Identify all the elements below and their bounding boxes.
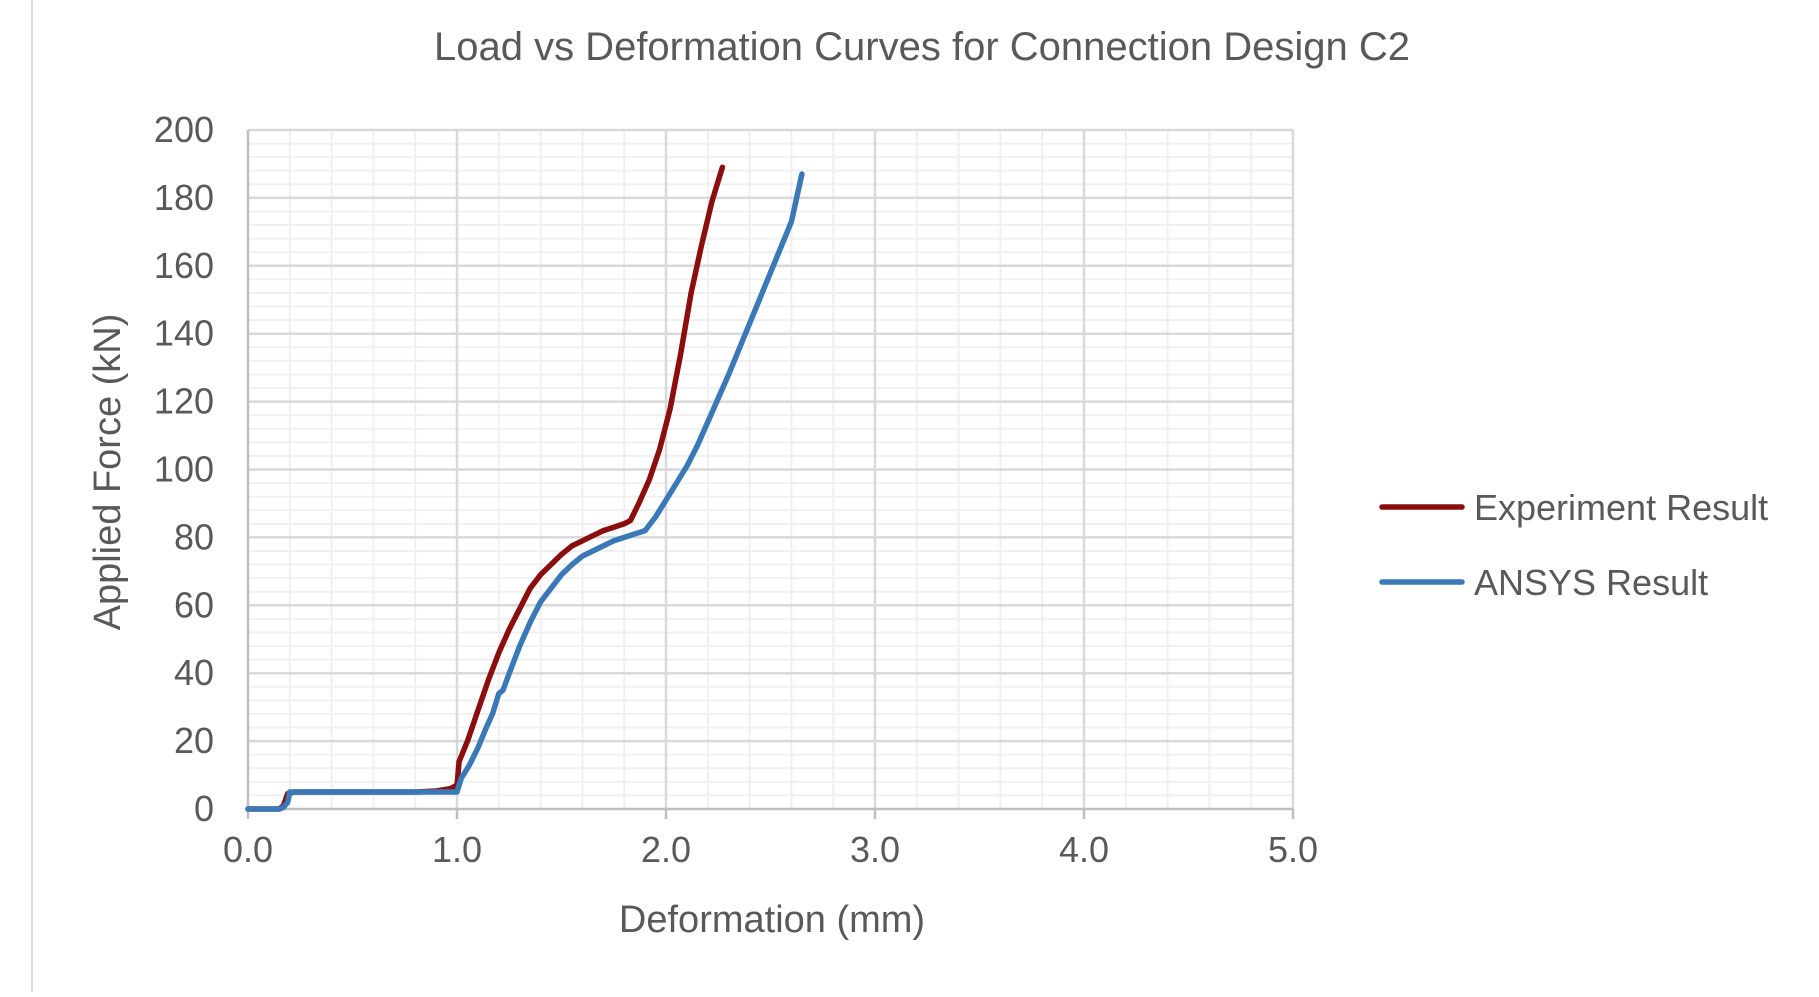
x-tick-label: 0.0 bbox=[223, 829, 273, 870]
x-tick-label: 4.0 bbox=[1059, 829, 1109, 870]
x-axis-title: Deformation (mm) bbox=[619, 899, 925, 941]
axes bbox=[246, 130, 1295, 819]
y-tick-label: 180 bbox=[154, 177, 214, 218]
legend-label-experiment: Experiment Result bbox=[1474, 487, 1768, 528]
x-tick-label: 3.0 bbox=[850, 829, 900, 870]
y-tick-label: 120 bbox=[154, 381, 214, 422]
major-gridlines bbox=[248, 128, 1295, 809]
legend-label-ansys: ANSYS Result bbox=[1474, 562, 1708, 603]
series-layer bbox=[245, 164, 805, 812]
series-line-ansys bbox=[245, 171, 805, 812]
series-line-experiment bbox=[245, 164, 726, 812]
y-tick-label: 100 bbox=[154, 449, 214, 490]
y-tick-label: 40 bbox=[174, 652, 214, 693]
y-tick-label: 200 bbox=[154, 109, 214, 150]
x-tick-label: 1.0 bbox=[432, 829, 482, 870]
x-tick-label: 5.0 bbox=[1268, 829, 1318, 870]
y-tick-label: 160 bbox=[154, 245, 214, 286]
y-tick-label: 20 bbox=[174, 720, 214, 761]
tick-labels: 0.0 1.0 2.0 3.0 4.0 5.0 0 20 40 60 80 100 120 140 160 1… bbox=[154, 109, 1318, 870]
legend: Experiment Result ANSYS Result bbox=[1379, 487, 1768, 603]
y-tick-label: 140 bbox=[154, 313, 214, 354]
y-tick-label: 0 bbox=[194, 788, 214, 829]
chart-title: Load vs Deformation Curves for Connectio… bbox=[434, 25, 1410, 69]
chart-frame-edge bbox=[31, 0, 33, 992]
y-tick-label: 60 bbox=[174, 584, 214, 625]
y-axis-title: Applied Force (kN) bbox=[87, 314, 129, 631]
y-tick-label: 80 bbox=[174, 516, 214, 557]
x-tick-label: 2.0 bbox=[641, 829, 691, 870]
